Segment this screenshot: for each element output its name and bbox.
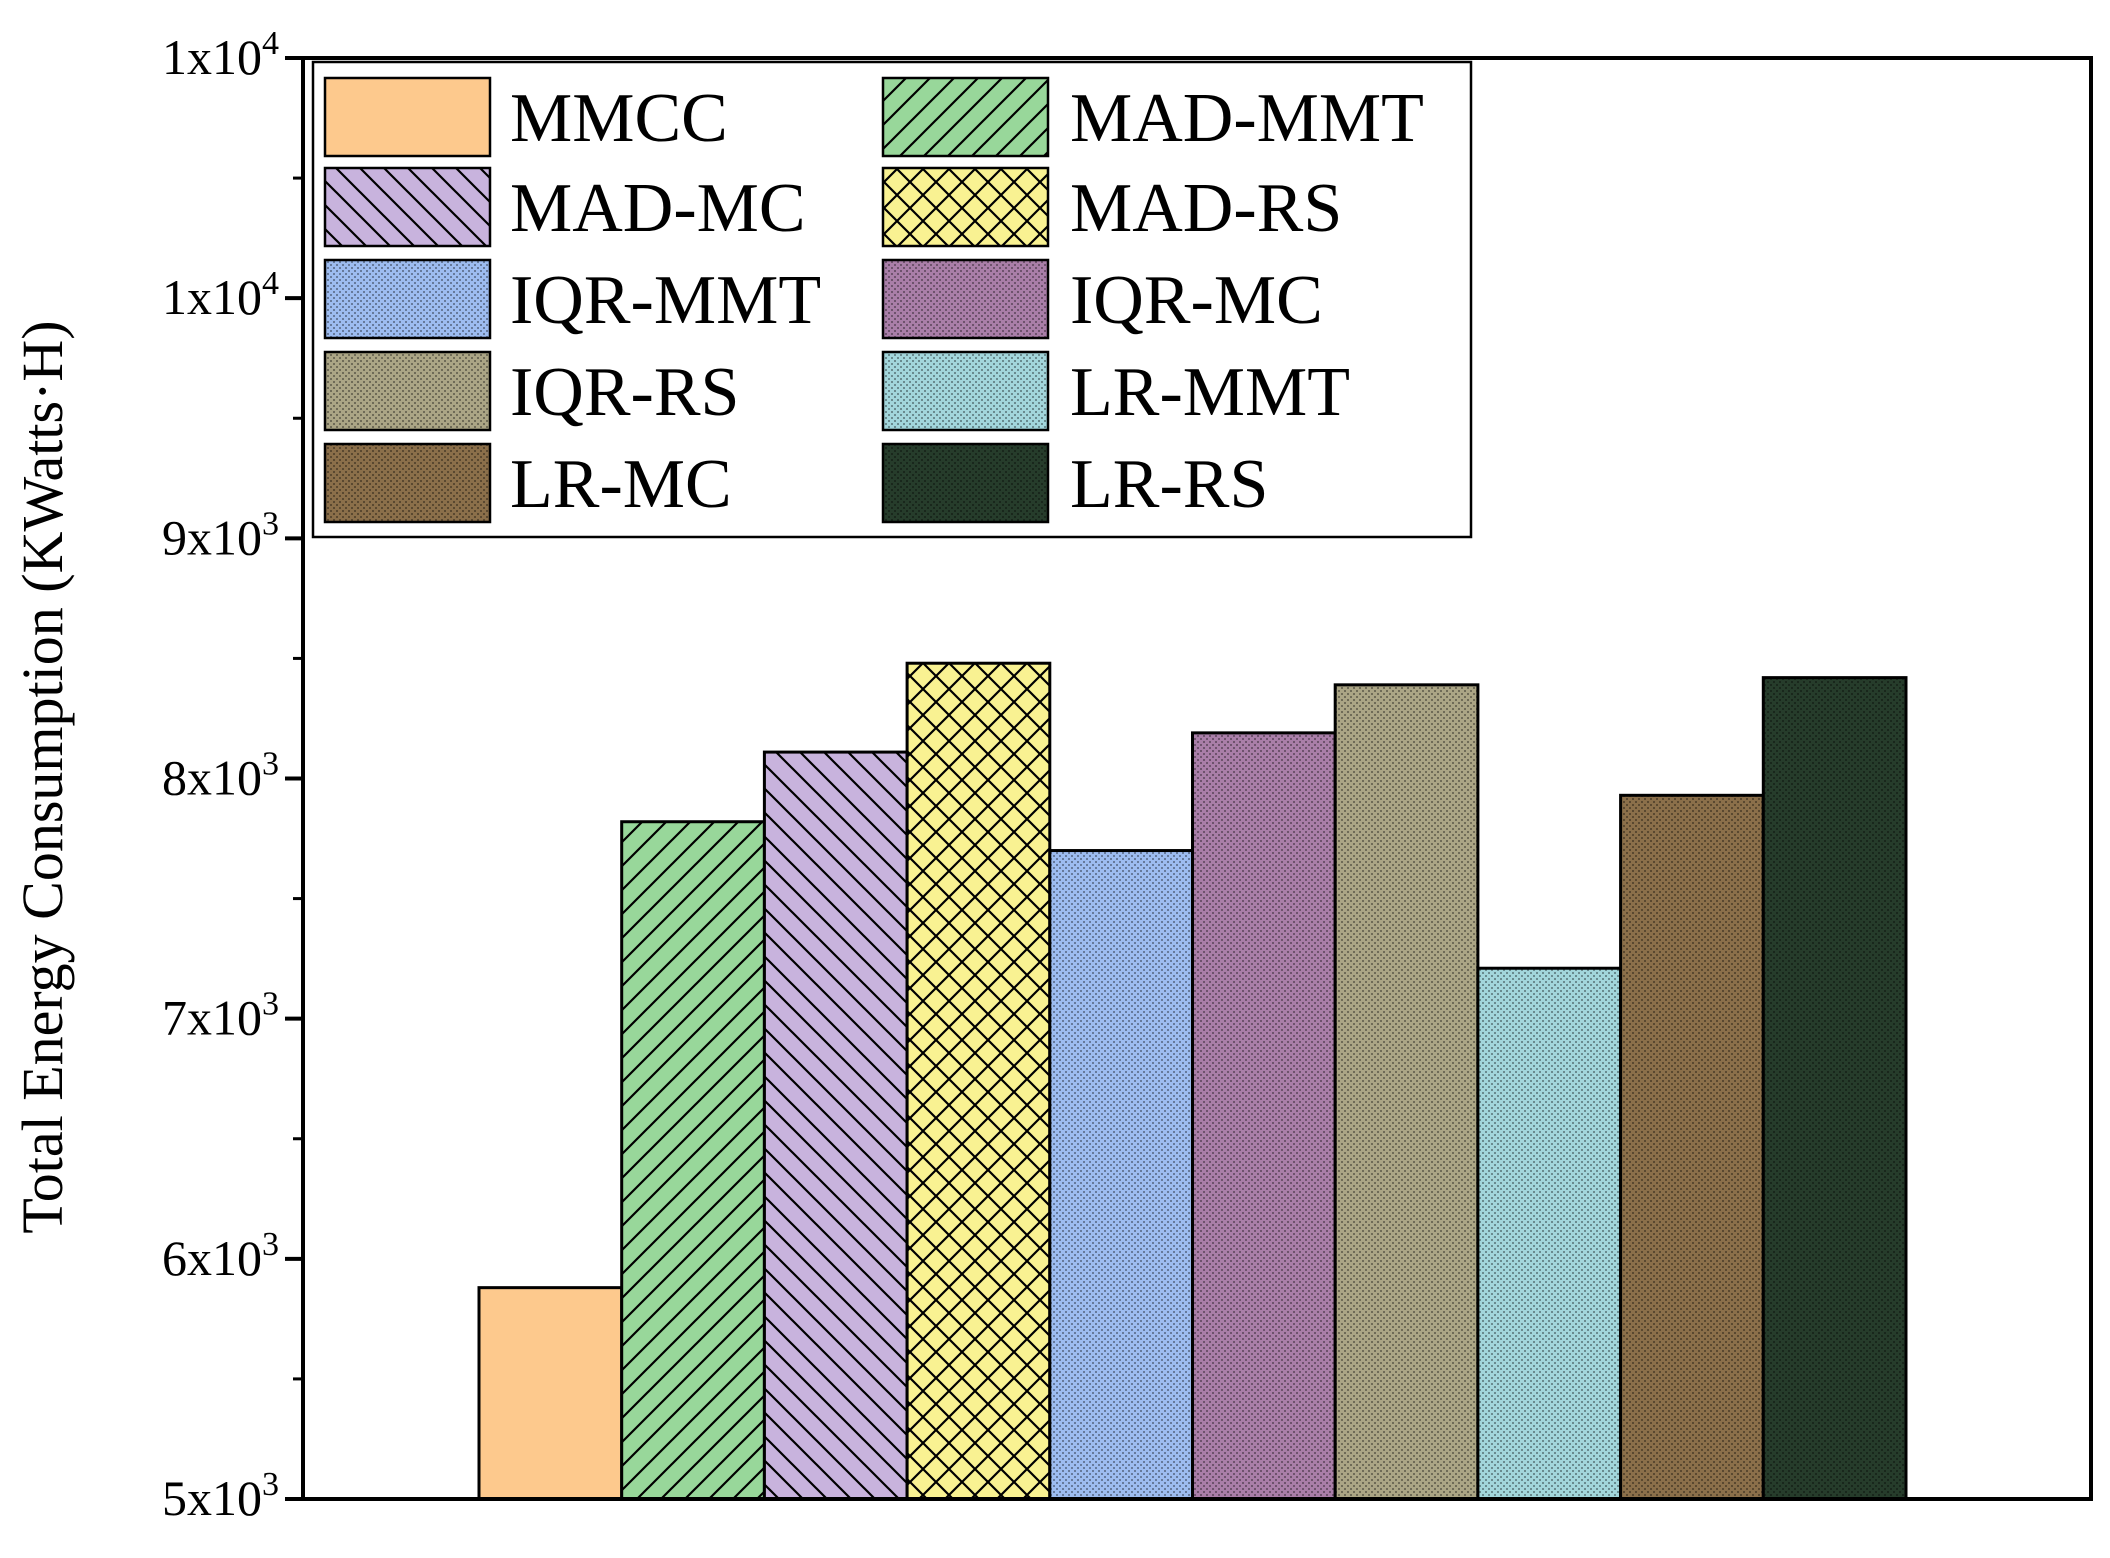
legend-swatch-outline (323, 166, 492, 248)
y-tick-label-exponent: 3 (262, 1226, 279, 1263)
y-tick-label: 5x103 (162, 1466, 279, 1526)
legend-label: MAD-MMT (1070, 80, 1424, 157)
legend-label: MMCC (510, 80, 728, 157)
legend-label: IQR-RS (510, 354, 739, 431)
legend-swatch-pattern (325, 168, 490, 246)
y-tick-label-exponent: 4 (262, 25, 279, 62)
bar-iqr-mc (1191, 731, 1337, 1501)
legend-item-iqr-mmt: IQR-MMT (323, 258, 821, 340)
legend-item-mad-mc: MAD-MC (323, 166, 806, 248)
legend-label: IQR-MC (1070, 262, 1323, 339)
legend-swatch-pattern (883, 444, 1048, 522)
y-axis-title: Total Energy Consumption (KWatts·H) (10, 320, 75, 1233)
legend-swatch-pattern (883, 78, 1048, 156)
legend-swatch-outline (881, 76, 1050, 158)
legend-swatch-pattern (325, 260, 490, 338)
bar-mad-mmt (620, 820, 766, 1501)
bar-mad-mc (762, 750, 909, 1501)
y-tick-label: 9x103 (162, 505, 279, 565)
bars (477, 661, 1908, 1501)
legend-swatch-pattern (325, 352, 490, 430)
legend-swatch-outline (323, 258, 492, 340)
y-tick-label: 6x103 (162, 1226, 279, 1286)
y-tick-label: 8x103 (162, 746, 279, 806)
bar-lr-mc (1619, 793, 1765, 1501)
legend-item-lr-rs: LR-RS (881, 442, 1268, 524)
legend-label: IQR-MMT (510, 262, 821, 339)
legend-swatch-outline (881, 350, 1050, 432)
bar-iqr-rs (1333, 683, 1480, 1501)
legend-swatch-pattern (883, 168, 1048, 246)
bar-mad-rs (905, 661, 1052, 1501)
y-tick-label-exponent: 3 (262, 1466, 279, 1503)
legend-item-mad-rs: MAD-RS (881, 166, 1342, 248)
legend-item-mad-mmt: MAD-MMT (881, 76, 1424, 158)
bar-iqr-mmt (1048, 849, 1195, 1501)
legend-swatch-outline (881, 442, 1050, 524)
bar-pattern (1335, 684, 1478, 1499)
legend-item-lr-mmt: LR-MMT (881, 350, 1350, 432)
y-tick-label-exponent: 4 (262, 265, 279, 302)
legend-swatch-pattern (883, 260, 1048, 338)
legend-swatch-pattern (883, 352, 1048, 430)
legend-item-iqr-mc: IQR-MC (881, 258, 1323, 340)
plot-frame (301, 56, 2093, 1501)
bar-pattern (764, 752, 908, 1499)
y-tick-label-base: 1x10 (162, 269, 262, 325)
bar-lr-rs (1761, 676, 1908, 1501)
bar-pattern (1620, 795, 1764, 1499)
legend-label: LR-MC (510, 446, 732, 523)
y-tick-label-exponent: 3 (262, 986, 279, 1023)
y-tick-label: 1x104 (162, 265, 279, 325)
bar-fill (479, 1287, 622, 1499)
legend-swatch (325, 78, 490, 156)
legend-swatch-outline (323, 442, 492, 524)
legend-label: MAD-RS (1070, 170, 1342, 247)
bar-lr-mmt (1476, 966, 1623, 1501)
y-tick-label-base: 8x10 (162, 750, 262, 806)
legend-swatch-outline (881, 166, 1050, 248)
y-tick-label-base: 9x10 (162, 509, 262, 565)
bar-pattern (907, 663, 1050, 1499)
bar-pattern (621, 821, 765, 1499)
legend: MMCC MAD-MMT MAD-MC MAD-RS IQR-MMT IQR-MC IQR-… (311, 60, 1473, 539)
y-tick-label: 7x103 (162, 986, 279, 1046)
y-tick-label: 1x104 (162, 25, 279, 85)
legend-swatch-outline (881, 258, 1050, 340)
y-tick-label-base: 5x10 (162, 1470, 262, 1526)
bar-mmcc (477, 1286, 624, 1501)
bar-pattern (1477, 968, 1621, 1499)
legend-label: LR-RS (1070, 446, 1268, 523)
y-tick-label-base: 1x10 (162, 29, 262, 85)
legend-item-lr-mc: LR-MC (323, 442, 732, 524)
y-axis-title-group: Total Energy Consumption (KWatts·H) (10, 320, 75, 1233)
y-tick-label-base: 6x10 (162, 1230, 262, 1286)
y-tick-label-base: 7x10 (162, 990, 262, 1046)
bar-pattern (1763, 677, 1906, 1499)
legend-swatch-outline (323, 350, 492, 432)
legend-swatch-outline (323, 76, 492, 158)
bar-pattern (1049, 850, 1193, 1499)
legend-item-iqr-rs: IQR-RS (323, 350, 739, 432)
legend-label: LR-MMT (1070, 354, 1350, 431)
legend-label: MAD-MC (510, 170, 806, 247)
legend-item-mmcc: MMCC (323, 76, 728, 158)
y-tick-label-exponent: 3 (262, 505, 279, 542)
y-tick-label-exponent: 3 (262, 746, 279, 783)
legend-swatch-pattern (325, 444, 490, 522)
bar-pattern (1192, 732, 1336, 1499)
